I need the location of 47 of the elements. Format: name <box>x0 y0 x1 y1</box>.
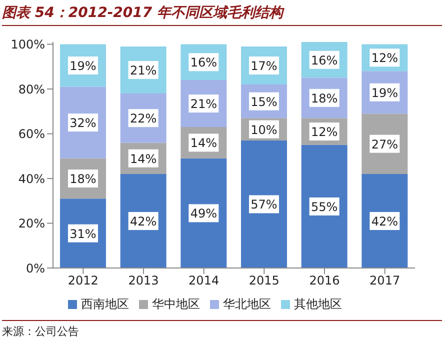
legend-label: 西南地区 <box>81 297 129 311</box>
bar <box>120 174 166 268</box>
x-tick-label: 2012 <box>68 274 98 288</box>
x-tick-label: 2013 <box>128 274 159 288</box>
x-tick-label: 2015 <box>248 274 280 288</box>
data-label: 15% <box>250 94 278 109</box>
legend-label: 其他地区 <box>294 297 342 311</box>
data-label: 19% <box>371 86 398 100</box>
data-label: 57% <box>250 198 278 212</box>
data-label: 42% <box>130 214 157 229</box>
bar <box>362 174 408 268</box>
data-label: 14% <box>130 152 157 166</box>
bar <box>241 140 287 268</box>
data-label: 14% <box>190 136 218 150</box>
data-label: 17% <box>250 58 278 73</box>
data-label: 21% <box>130 63 157 78</box>
data-label: 19% <box>70 58 96 73</box>
bar <box>180 158 227 268</box>
data-label: 21% <box>190 97 218 112</box>
data-label: 18% <box>310 91 338 106</box>
data-label: 49% <box>190 206 218 221</box>
data-label: 16% <box>190 56 218 70</box>
legend-label: 华中地区 <box>152 297 200 311</box>
data-label: 16% <box>310 53 338 68</box>
x-tick-label: 2014 <box>188 274 220 288</box>
y-tick-label: 0% <box>26 261 45 276</box>
source-note: 来源：公司公告 <box>2 325 79 338</box>
data-label: 12% <box>310 125 338 140</box>
data-label: 12% <box>371 51 398 66</box>
data-label: 55% <box>310 200 338 214</box>
data-label: 42% <box>371 214 398 229</box>
data-label: 32% <box>70 116 96 130</box>
data-label: 22% <box>130 112 157 126</box>
data-label: 31% <box>70 226 96 241</box>
y-tick-label: 40% <box>18 172 45 186</box>
legend-label: 华北地区 <box>223 297 271 311</box>
x-tick-label: 2017 <box>370 274 400 288</box>
chart-title: 图表 54：2012-2017 年不同区域毛利结构 <box>2 4 442 26</box>
y-tick-label: 80% <box>18 82 45 96</box>
bar <box>301 144 348 268</box>
data-label: 27% <box>371 137 398 152</box>
y-tick-label: 60% <box>18 127 45 142</box>
y-tick-label: 100% <box>10 38 45 52</box>
y-tick-label: 20% <box>18 216 45 231</box>
data-label: 18% <box>70 172 96 186</box>
data-label: 10% <box>250 122 278 137</box>
x-tick-label: 2016 <box>309 274 340 288</box>
